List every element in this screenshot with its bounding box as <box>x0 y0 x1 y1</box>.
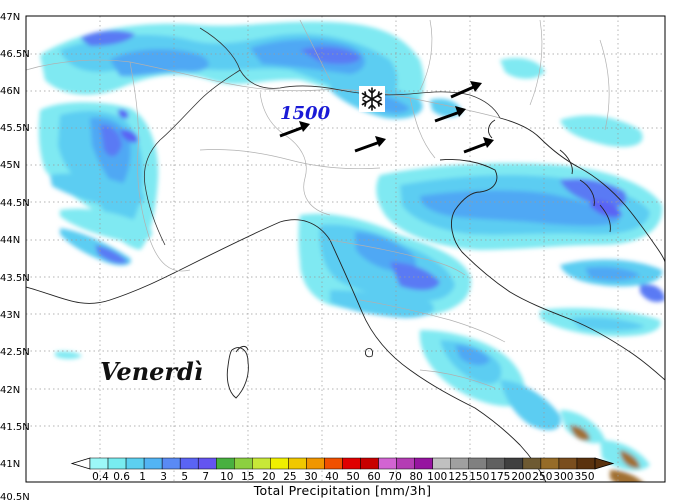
colorbar-title: Total Precipitation [mm/3h] <box>253 483 432 498</box>
national-borders <box>143 27 501 246</box>
latitude-axis: 47N 46.5N 46N 45.5N 45N 44.5N 44N 43.5N … <box>0 12 30 502</box>
colorbar-swatch <box>486 457 506 470</box>
colorbar-swatch <box>396 457 415 470</box>
coastlines <box>26 117 665 482</box>
colorbar-tick-label: 300 <box>553 471 573 483</box>
lat-label: 45.5N <box>0 123 30 134</box>
lat-label: 41N <box>0 459 20 470</box>
colorbar-tick-label: 0.6 <box>113 471 130 483</box>
colorbar-swatch <box>504 457 524 470</box>
colorbar-tick-label: 30 <box>304 471 317 483</box>
wind-arrow-icon <box>279 121 310 138</box>
colorbar-swatch <box>360 457 379 470</box>
colorbar-tick-label: 350 <box>574 471 594 483</box>
colorbar-tick-label: 20 <box>262 471 275 483</box>
borders <box>26 19 610 389</box>
colorbar-swatch <box>197 457 217 470</box>
wind-arrow-icon <box>434 106 466 123</box>
colorbar-tick-label: 5 <box>181 471 188 483</box>
colorbar-tick-label: 10 <box>220 471 233 483</box>
colorbar-swatch <box>179 457 199 470</box>
lat-label: 44.5N <box>0 198 30 209</box>
lat-label: 43N <box>0 310 20 321</box>
colorbar-swatch <box>234 457 253 470</box>
snow-level-label: 1500 <box>280 103 331 124</box>
colorbar-tick-label: 150 <box>469 471 489 483</box>
lat-label: 42N <box>0 385 20 396</box>
colorbar-tick-label: 200 <box>511 471 531 483</box>
colorbar-swatch <box>468 457 488 470</box>
snowflake-icon <box>359 86 385 112</box>
lat-label: 46N <box>0 86 20 97</box>
colorbar-swatch <box>522 457 542 470</box>
colorbar-swatch <box>324 457 343 470</box>
wind-arrow-icon <box>463 137 494 154</box>
colorbar-swatch <box>378 457 397 470</box>
colorbar-tick-label: 50 <box>346 471 359 483</box>
colorbar-swatch <box>107 457 127 470</box>
lat-label: 40.5N <box>0 492 30 502</box>
colorbar-swatch <box>450 457 470 470</box>
lat-label: 43.5N <box>0 273 30 284</box>
precipitation-colorbar <box>70 457 615 470</box>
colorbar-tick-label: 7 <box>202 471 209 483</box>
colorbar-tick-label: 100 <box>427 471 447 483</box>
colorbar-tick-label: 3 <box>160 471 167 483</box>
colorbar-swatch <box>125 457 145 470</box>
colorbar-swatch <box>89 457 109 470</box>
lat-label: 41.5N <box>0 422 30 433</box>
lat-label: 47N <box>0 12 20 23</box>
plot-frame <box>25 15 666 483</box>
colorbar-swatch <box>252 457 271 470</box>
colorbar-ticks: 0.4 0.6 1 3 5 7 10 15 20 25 30 40 50 60 70 80 100 125 150 1… <box>92 471 594 483</box>
colorbar-swatch <box>306 457 325 470</box>
colorbar-max-arrow <box>594 457 615 470</box>
colorbar-tick-label: 250 <box>532 471 552 483</box>
colorbar-tick-label: 40 <box>325 471 338 483</box>
wind-arrow-icon <box>354 136 386 153</box>
colorbar-tick-label: 60 <box>367 471 380 483</box>
lat-label: 45N <box>0 160 20 171</box>
colorbar-swatch <box>432 457 451 470</box>
colorbar-tick-label: 15 <box>241 471 254 483</box>
colorbar-swatch <box>342 457 361 470</box>
lat-label: 42.5N <box>0 347 30 358</box>
colorbar-swatch <box>414 457 433 470</box>
lat-label: 46.5N <box>0 49 30 60</box>
colorbar-tick-label: 125 <box>448 471 468 483</box>
colorbar-tick-label: 25 <box>283 471 296 483</box>
colorbar-swatch <box>270 457 289 470</box>
colorbar-tick-label: 175 <box>490 471 510 483</box>
colorbar-tick-label: 80 <box>409 471 422 483</box>
colorbar-swatch <box>143 457 163 470</box>
lat-label: 44N <box>0 235 20 246</box>
colorbar-swatch <box>576 457 596 470</box>
colorbar-tick-label: 0.4 <box>92 471 109 483</box>
colorbar-swatch <box>540 457 560 470</box>
colorbar-tick-label: 70 <box>388 471 401 483</box>
colorbar-swatch <box>288 457 307 470</box>
colorbar-tick-label: 1 <box>139 471 146 483</box>
colorbar-swatch <box>558 457 578 470</box>
wind-arrow-icon <box>450 81 482 99</box>
wind-arrows <box>279 81 494 154</box>
colorbar-swatch <box>161 457 181 470</box>
forecast-day-label: Venerdì <box>100 357 203 386</box>
colorbar-swatch <box>216 457 235 470</box>
map-plot-area <box>26 16 665 482</box>
